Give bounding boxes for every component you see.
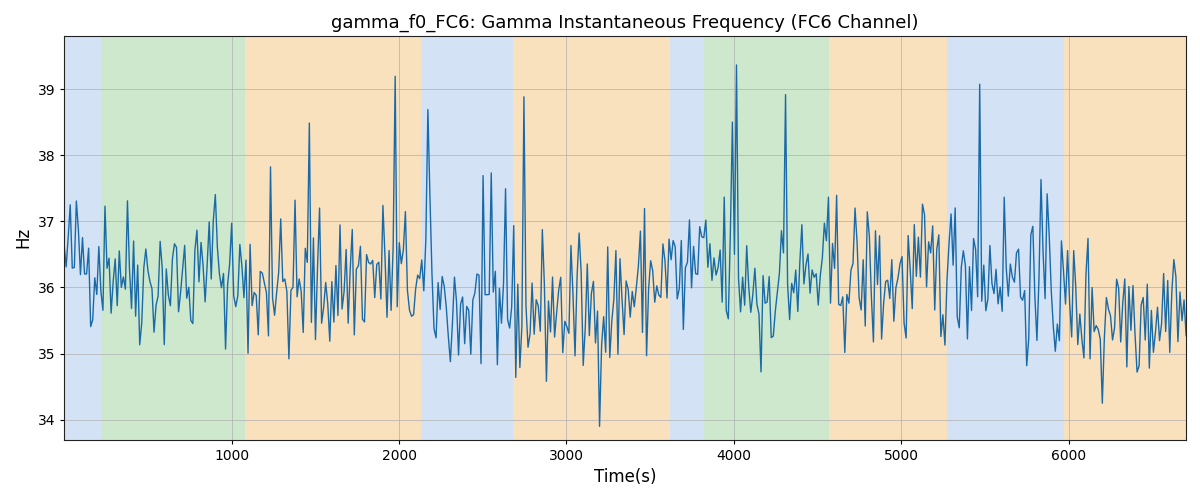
Bar bbox=[101, 36, 245, 440]
Bar bbox=[512, 36, 671, 440]
Bar bbox=[245, 36, 421, 440]
X-axis label: Time(s): Time(s) bbox=[594, 468, 656, 486]
Bar bbox=[64, 36, 101, 440]
Bar bbox=[671, 36, 704, 440]
Y-axis label: Hz: Hz bbox=[14, 227, 32, 248]
Bar bbox=[421, 36, 512, 440]
Bar bbox=[947, 36, 1064, 440]
Bar bbox=[1064, 36, 1186, 440]
Bar bbox=[704, 36, 829, 440]
Bar bbox=[829, 36, 947, 440]
Title: gamma_f0_FC6: Gamma Instantaneous Frequency (FC6 Channel): gamma_f0_FC6: Gamma Instantaneous Freque… bbox=[331, 14, 919, 32]
